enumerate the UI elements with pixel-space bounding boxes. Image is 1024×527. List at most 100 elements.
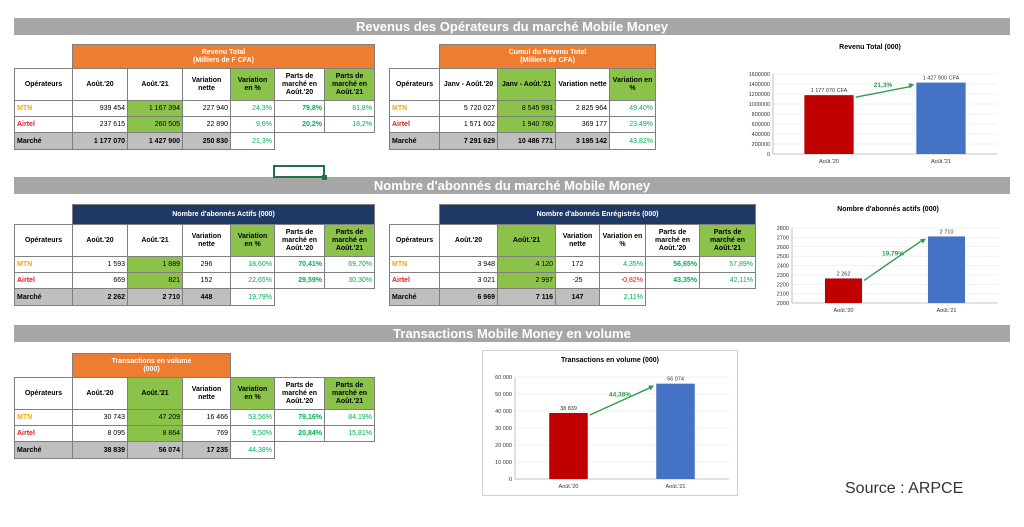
table-row-total: Marché 2 262 2 710 448 19,79% <box>14 288 375 306</box>
table-cell: 8 545 991 <box>497 100 556 117</box>
column-header: Variation en % <box>230 377 275 410</box>
y-tick-label: 0 <box>509 477 512 483</box>
actifs-chart-svg: 2000 2100 2200 2300 2400 2500 2600 2700 2800 2 26… <box>777 226 998 314</box>
section-title-revenus: Revenus des Opérateurs du marché Mobile … <box>14 18 1010 35</box>
y-tick-label: 600000 <box>752 122 770 128</box>
data-label: 38 839 <box>560 406 577 412</box>
table-cell: 47 209 <box>127 409 183 426</box>
operator-airtel: Airtel <box>14 116 73 133</box>
table-cell: 30,30% <box>323 272 376 289</box>
table-cell: 237 615 <box>72 116 128 133</box>
table-cell: 1 940 780 <box>497 116 556 133</box>
revenu-group-header: Revenu Total (Milliers de F CFA) <box>71 44 376 69</box>
table-cell: 7 116 <box>497 288 556 306</box>
x-tick-label: Août.'21 <box>936 308 956 314</box>
table-cell: 2 997 <box>497 272 556 289</box>
column-header: Août.'20 <box>439 224 498 257</box>
y-tick-label: 1200000 <box>749 92 770 98</box>
table-cell: 22,65% <box>230 272 275 289</box>
table-cell: 260 505 <box>127 116 183 133</box>
data-label: 56 074 <box>667 377 684 383</box>
x-tick-label: Août.'20 <box>819 159 839 165</box>
table-cell: 18,2% <box>323 116 376 133</box>
column-header: Janv - Août.'21 <box>497 68 556 101</box>
operator-mtn: MTN <box>389 256 440 273</box>
table-row-total: Marché 6 969 7 116 147 2,11% <box>389 288 756 306</box>
column-header: Parts de marché en Août.'21 <box>323 68 376 101</box>
revenu-table: Revenu Total (Milliers de F CFA) Opérate… <box>14 44 376 150</box>
table-cell: 29,59% <box>274 272 325 289</box>
column-header: Variation en % <box>230 68 275 101</box>
table-cell: 43,35% <box>645 272 700 289</box>
growth-label: 19,79% <box>882 250 904 257</box>
table-cell: Marché <box>14 288 73 306</box>
table-cell: 369 177 <box>555 116 610 133</box>
table-cell: 5 720 027 <box>439 100 498 117</box>
column-header: Variation en % <box>599 224 646 257</box>
table-cell: 56,65% <box>645 256 700 273</box>
cumul-group-header: Cumul du Revenu Total (Milliers de CFA) <box>438 44 657 69</box>
table-cell: -25 <box>555 272 600 289</box>
y-tick-label: 20 000 <box>495 443 512 449</box>
operator-airtel: Airtel <box>389 272 440 289</box>
table-cell: 227 940 <box>182 100 231 117</box>
table-cell: 69,70% <box>323 256 376 273</box>
actifs-chart: Nombre d'abonnés actifs (000) 2000 2100 22… <box>768 200 1008 322</box>
transactions-chart: Transactions en volume (000) 0 10 000 20 0… <box>482 350 738 496</box>
table-cell: 9,6% <box>230 116 275 133</box>
table-cell: 1 427 900 <box>127 132 183 150</box>
table-cell: 70,41% <box>274 256 325 273</box>
y-tick-label: 2000 <box>777 301 789 307</box>
y-tick-label: 1600000 <box>749 72 770 78</box>
growth-arrow <box>863 239 923 282</box>
enregistres-group-header: Nombre d'abonnés Enrégistrés (000) <box>438 204 757 225</box>
table-cell: 2 825 964 <box>555 100 610 117</box>
table-cell: 20,84% <box>274 425 325 442</box>
selected-cell[interactable] <box>273 165 327 180</box>
table-cell: Marché <box>389 132 440 150</box>
column-header: Variation nette <box>182 377 231 410</box>
table-cell: 6 969 <box>439 288 498 306</box>
section-title-abonnes: Nombre d'abonnés du marché Mobile Money <box>14 177 1010 194</box>
column-header: Août.'20 <box>72 377 128 410</box>
column-header: Variation nette <box>182 68 231 101</box>
column-header: Janv - Août.'20 <box>439 68 498 101</box>
growth-arrow <box>589 387 651 416</box>
y-tick-label: 400000 <box>752 132 770 138</box>
data-label: 2 710 <box>940 229 954 235</box>
bar <box>656 383 695 479</box>
data-label: 1 427 900 CFA <box>923 76 960 82</box>
source-label: Source : ARPCE <box>845 480 964 497</box>
column-header: Parts de marché en Août.'21 <box>324 377 375 410</box>
table-cell: 16 466 <box>182 409 231 426</box>
growth-arrowhead <box>920 238 926 244</box>
revenu-chart-svg: 0 200000 400000 600000 800000 1000000 1200000 1… <box>749 72 997 165</box>
column-header: Août.'21 <box>497 224 556 257</box>
x-tick-label: Août.'21 <box>931 159 951 165</box>
table-cell: 17 235 <box>182 441 231 459</box>
operator-airtel: Airtel <box>389 116 440 133</box>
y-tick-label: 2200 <box>777 282 789 288</box>
table-cell: 4 120 <box>497 256 556 273</box>
y-tick-label: 2400 <box>777 264 789 270</box>
table-cell: 38 839 <box>72 441 128 459</box>
table-cell: 8 864 <box>127 425 183 442</box>
table-cell: 939 454 <box>72 100 128 117</box>
bar <box>824 278 863 303</box>
data-label: 1 177 070 CFA <box>811 88 848 94</box>
column-header: Août.'21 <box>127 224 183 257</box>
table-cell: 7 291 629 <box>439 132 498 150</box>
column-header: Parts de marché en Août.'20 <box>274 68 325 101</box>
enregistres-table: Nombre d'abonnés Enrégistrés (000) Opéra… <box>389 204 757 306</box>
table-cell: 42,11% <box>698 272 757 289</box>
column-header: Opérateurs <box>389 224 440 257</box>
y-tick-label: 50 000 <box>495 392 512 398</box>
table-cell: 250 830 <box>182 132 231 150</box>
table-row-total: Marché 38 839 56 074 17 235 44,38% <box>14 441 375 459</box>
x-tick-label: Août.'21 <box>665 484 685 490</box>
table-cell: 56 074 <box>127 441 183 459</box>
y-tick-label: 2800 <box>777 226 789 232</box>
table-cell: 79,16% <box>274 409 325 426</box>
y-tick-label: 2700 <box>777 235 789 241</box>
column-header: Août.'21 <box>127 68 183 101</box>
